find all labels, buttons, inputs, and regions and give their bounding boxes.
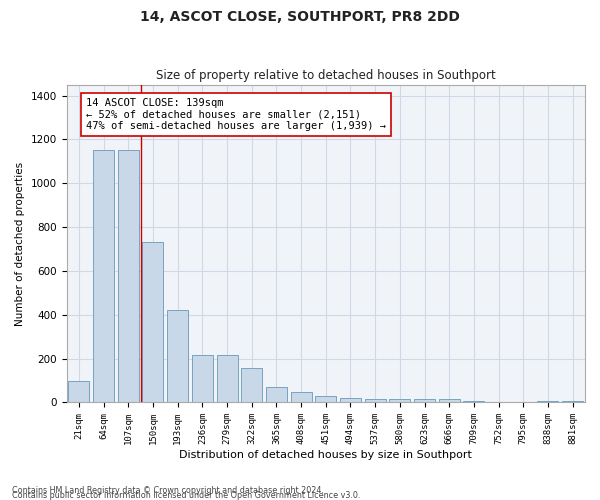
- Bar: [439, 399, 460, 402]
- Text: 14 ASCOT CLOSE: 139sqm
← 52% of detached houses are smaller (2,151)
47% of semi-: 14 ASCOT CLOSE: 139sqm ← 52% of detached…: [86, 98, 386, 131]
- Bar: [118, 150, 139, 402]
- Bar: [266, 387, 287, 402]
- Bar: [68, 380, 89, 402]
- Text: 14, ASCOT CLOSE, SOUTHPORT, PR8 2DD: 14, ASCOT CLOSE, SOUTHPORT, PR8 2DD: [140, 10, 460, 24]
- Bar: [167, 310, 188, 402]
- Title: Size of property relative to detached houses in Southport: Size of property relative to detached ho…: [156, 69, 496, 82]
- Bar: [340, 398, 361, 402]
- Bar: [315, 396, 336, 402]
- Bar: [290, 392, 311, 402]
- Bar: [217, 356, 238, 403]
- Bar: [389, 399, 410, 402]
- Bar: [142, 242, 163, 402]
- Bar: [241, 368, 262, 402]
- Bar: [93, 150, 114, 402]
- Text: Contains public sector information licensed under the Open Government Licence v3: Contains public sector information licen…: [12, 491, 361, 500]
- Bar: [192, 356, 213, 403]
- X-axis label: Distribution of detached houses by size in Southport: Distribution of detached houses by size …: [179, 450, 472, 460]
- Y-axis label: Number of detached properties: Number of detached properties: [15, 162, 25, 326]
- Bar: [414, 399, 435, 402]
- Bar: [365, 399, 386, 402]
- Text: Contains HM Land Registry data © Crown copyright and database right 2024.: Contains HM Land Registry data © Crown c…: [12, 486, 324, 495]
